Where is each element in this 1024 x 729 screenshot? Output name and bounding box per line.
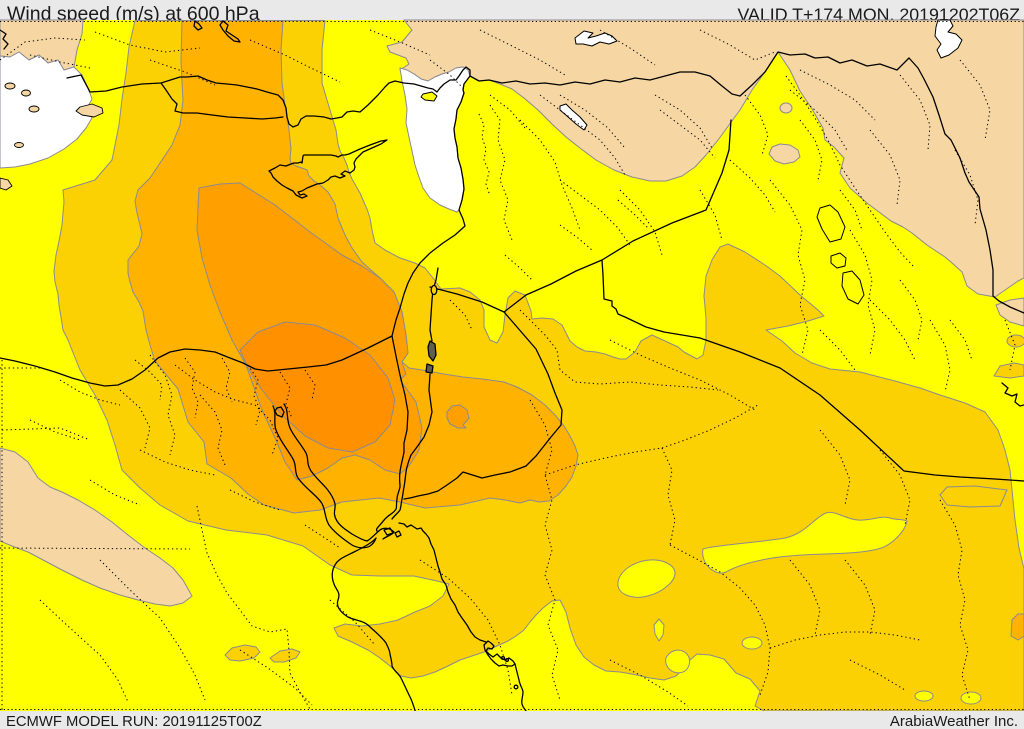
svg-text:ArabiaWeather Inc.: ArabiaWeather Inc. — [890, 713, 1018, 729]
svg-text:ECMWF MODEL RUN: 20191125T00Z: ECMWF MODEL RUN: 20191125T00Z — [6, 714, 262, 729]
